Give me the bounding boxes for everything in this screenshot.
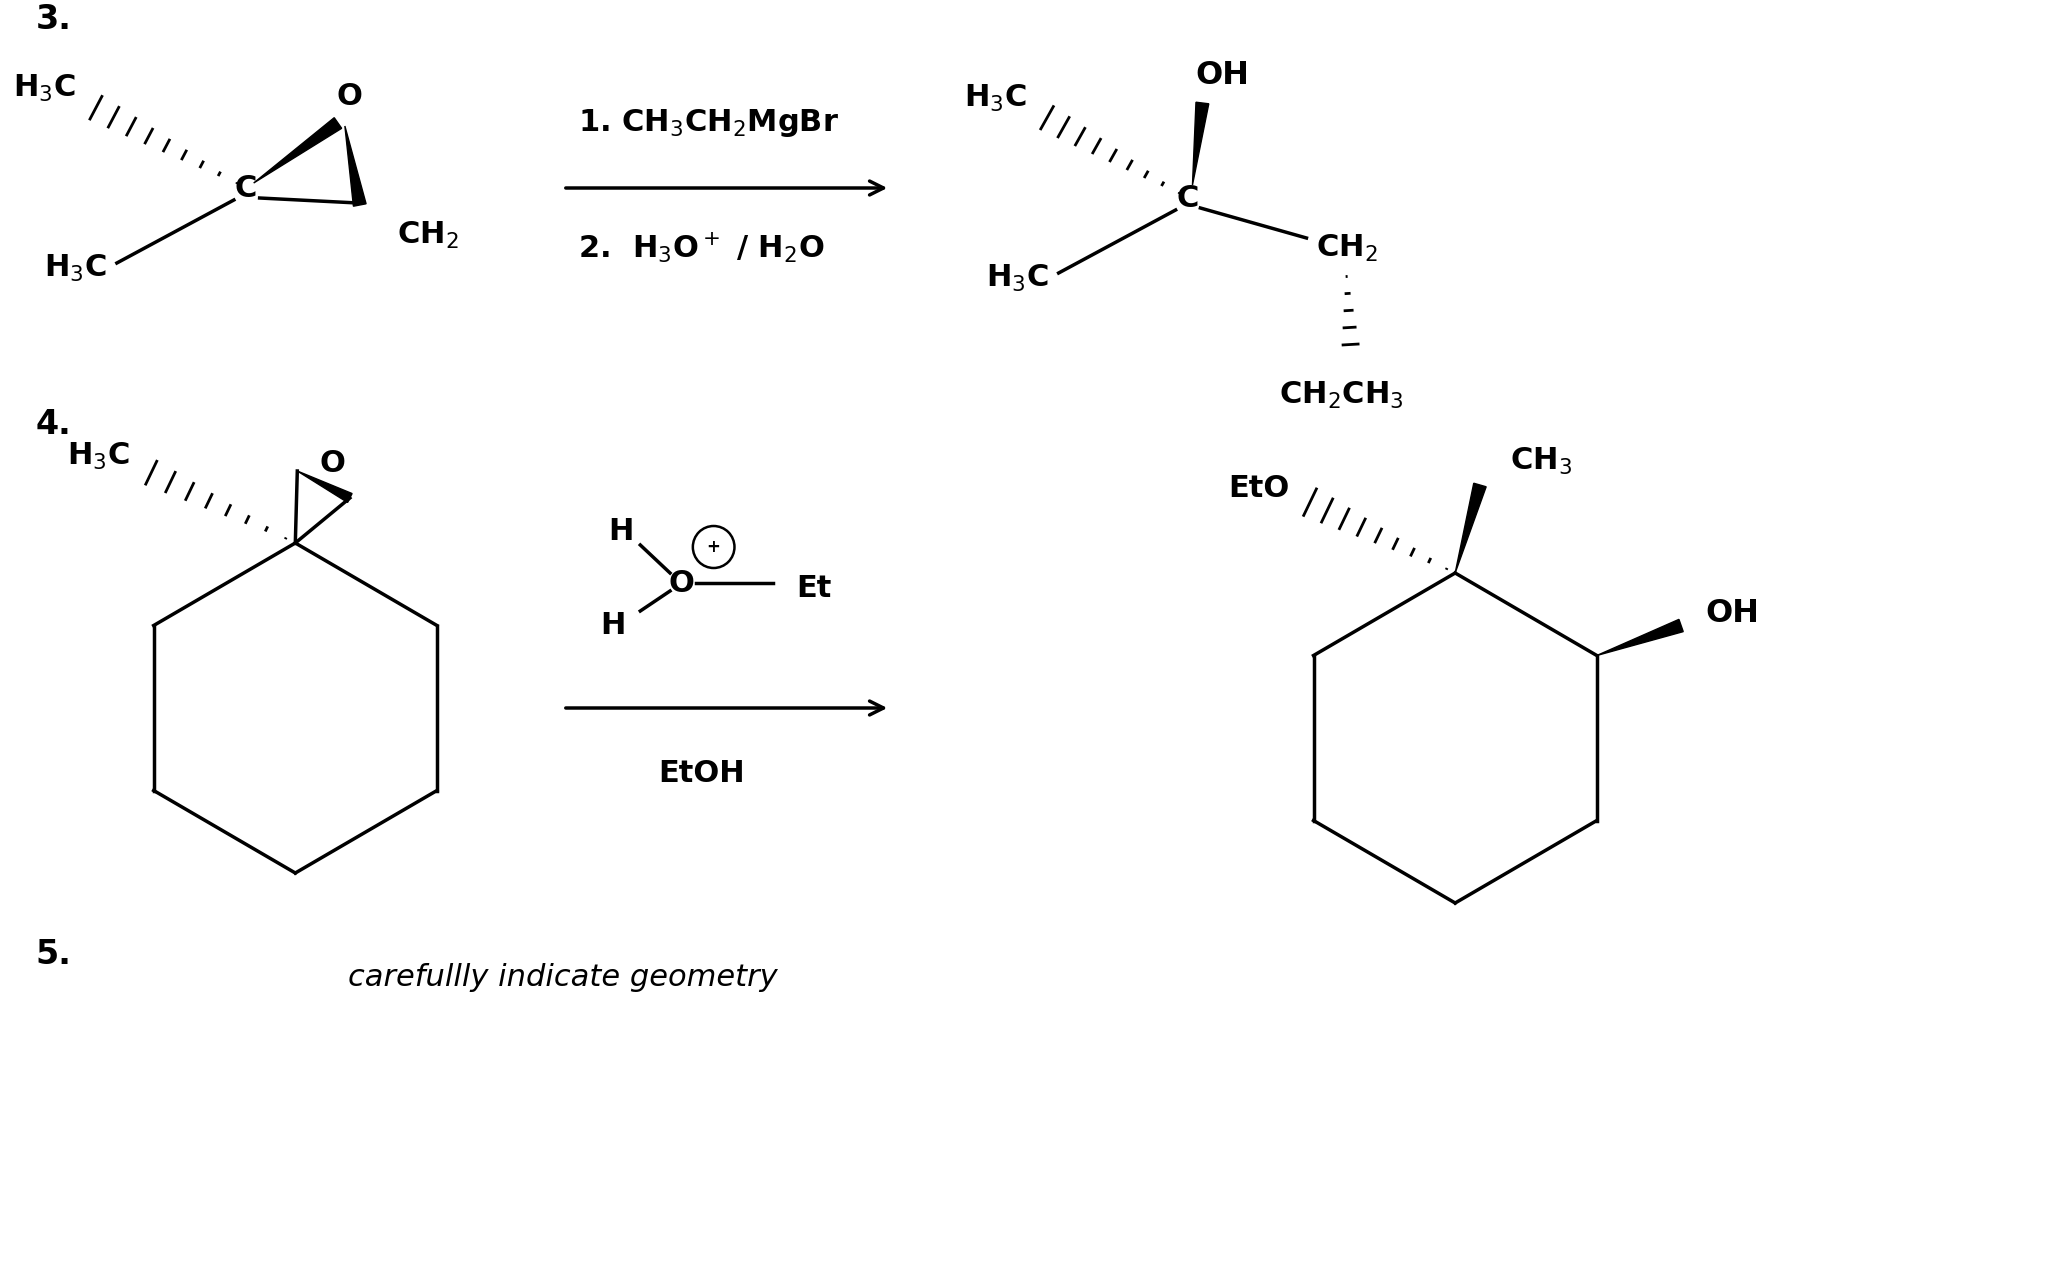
Polygon shape [1193,102,1209,185]
Text: carefullly indicate geometry: carefullly indicate geometry [348,963,777,993]
Text: C: C [235,174,258,202]
Text: 5.: 5. [35,938,72,971]
Text: H: H [608,516,632,546]
Text: O: O [669,568,696,598]
Text: CH$_3$: CH$_3$ [1510,446,1571,477]
Text: OH: OH [1195,61,1250,91]
Text: O: O [319,448,346,478]
Text: H$_3$C: H$_3$C [964,82,1027,113]
Text: 3.: 3. [35,3,72,36]
Text: 2.  H$_3$O$^+$ / H$_2$O: 2. H$_3$O$^+$ / H$_2$O [577,231,825,265]
Text: 1. CH$_3$CH$_2$MgBr: 1. CH$_3$CH$_2$MgBr [577,107,839,139]
Text: H$_3$C: H$_3$C [12,72,76,103]
Text: EtO: EtO [1228,474,1289,502]
Text: OH: OH [1706,598,1760,629]
Text: CH$_2$: CH$_2$ [1316,232,1379,264]
Text: H$_3$C: H$_3$C [68,440,129,471]
Polygon shape [346,126,366,206]
Text: H: H [599,611,626,640]
Text: CH$_2$CH$_3$: CH$_2$CH$_3$ [1279,380,1404,411]
Text: H$_3$C: H$_3$C [45,252,106,283]
Polygon shape [297,471,352,502]
Text: O: O [338,81,362,111]
Text: H$_3$C: H$_3$C [986,263,1050,294]
Text: CH$_2$: CH$_2$ [397,219,458,251]
Text: C: C [1176,183,1199,213]
Text: Et: Et [796,573,831,603]
Polygon shape [254,117,342,183]
Text: EtOH: EtOH [659,759,745,787]
Text: +: + [706,538,720,556]
Polygon shape [1455,483,1485,573]
Text: 4.: 4. [35,408,72,440]
Polygon shape [1596,620,1684,656]
